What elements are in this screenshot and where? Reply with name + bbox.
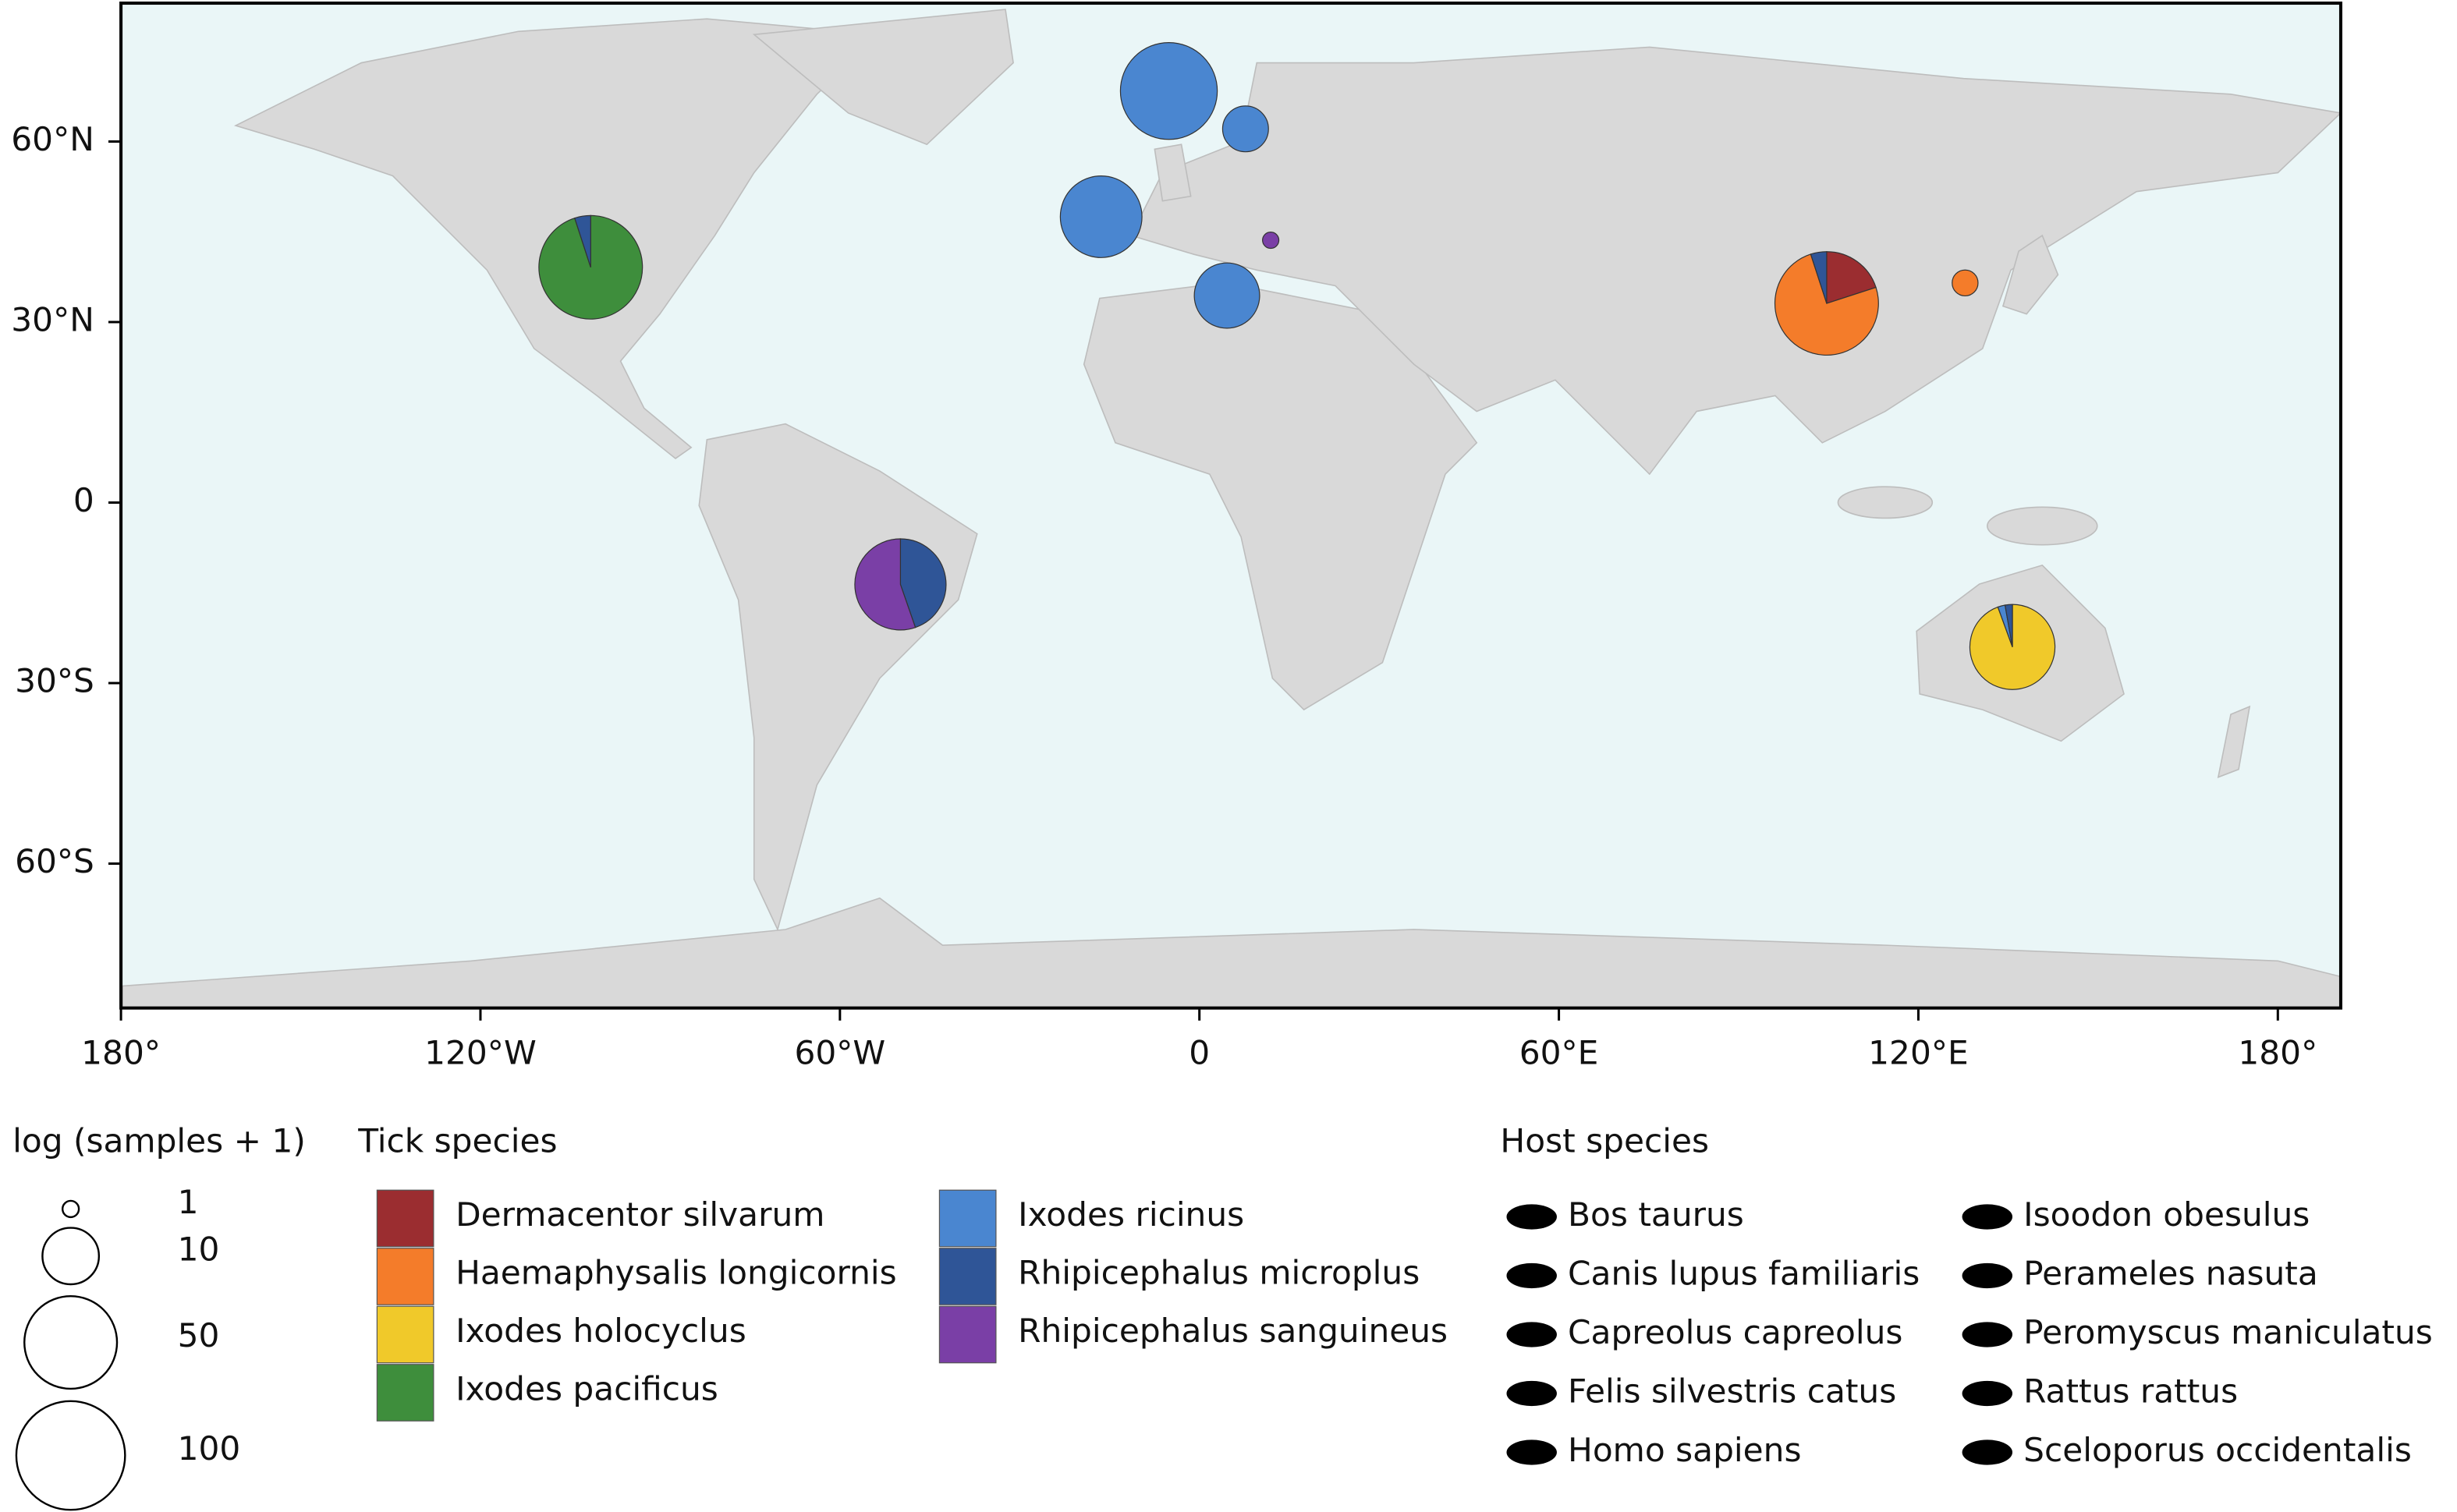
tick-species-name: Rhipicephalus sanguineus	[1018, 1312, 1448, 1350]
host-icon	[1962, 1322, 2013, 1347]
host-species-name: Felis silvestris catus	[1568, 1372, 1896, 1410]
tick-species-swatch	[938, 1189, 997, 1248]
tick-species-swatch	[376, 1189, 434, 1248]
map-frame	[119, 2, 2342, 1010]
new-zealand	[2217, 705, 2251, 778]
host-species-name: Rattus rattus	[2023, 1372, 2238, 1410]
indonesia	[1837, 486, 1934, 519]
tick-legend-title: Tick species	[357, 1121, 557, 1160]
antarctica	[122, 897, 2341, 1008]
host-icon	[1506, 1439, 1557, 1465]
marks: 180° 120°W 60°W 0 60°E 120°E 180° 60°N 30°N 0 30°S…	[11, 42, 2433, 1511]
host-species-name: Peromyscus maniculatus	[2023, 1313, 2433, 1351]
host-species-name: Isoodon obesulus	[2023, 1195, 2310, 1234]
y-tick-label: 60°S	[15, 842, 94, 880]
size-legend-label: 100	[178, 1429, 241, 1468]
tick-species-name: Haemaphysalis longicornis	[456, 1253, 897, 1291]
tick-species-name: Rhipicephalus microplus	[1018, 1253, 1420, 1291]
x-tick-label: 120°W	[424, 1034, 537, 1072]
size-legend-circle	[41, 1227, 101, 1286]
host-icon	[1962, 1439, 2013, 1465]
pie-slice	[1193, 262, 1260, 329]
tick-species-swatch	[938, 1248, 997, 1305]
size-legend-circle	[23, 1294, 119, 1390]
new-guinea	[1986, 506, 2098, 546]
tick-species-swatch	[376, 1364, 434, 1422]
pie-slice	[574, 214, 591, 267]
x-tick-label: 60°W	[794, 1034, 885, 1072]
size-legend-title: log (samples + 1)	[12, 1121, 306, 1160]
y-tick-label: 30°N	[11, 301, 94, 339]
host-icon	[1506, 1322, 1557, 1347]
size-legend-circle	[15, 1400, 126, 1511]
pie-slice	[1221, 105, 1269, 153]
x-tick-label: 180°	[2238, 1034, 2317, 1072]
tick-species-swatch	[938, 1305, 997, 1364]
pie-slice	[1774, 253, 1879, 356]
tick-species-swatch	[376, 1248, 434, 1305]
pie-slice	[1810, 251, 1828, 304]
size-legend-circle	[61, 1199, 80, 1219]
size-legend-label: 1	[178, 1183, 199, 1221]
host-icon	[1962, 1380, 2013, 1407]
land	[122, 9, 2341, 1008]
uk	[1154, 143, 1192, 202]
host-icon	[1506, 1204, 1557, 1230]
x-tick-label: 120°E	[1868, 1034, 1969, 1072]
pie-slice	[1059, 175, 1143, 258]
tick-species-name: Dermacentor silvarum	[456, 1195, 824, 1234]
host-icon	[1962, 1204, 2013, 1230]
pie-slice	[1826, 251, 1877, 304]
pie-slice	[1119, 42, 1218, 140]
greenland	[752, 9, 1014, 146]
tick-species-swatch	[376, 1305, 434, 1364]
host-species-name: Sceloporus occidentalis	[2023, 1431, 2412, 1469]
pie-slice	[2004, 604, 2013, 647]
japan	[2001, 234, 2059, 315]
host-legend-title: Host species	[1500, 1121, 1709, 1160]
host-icon	[1962, 1262, 2013, 1289]
y-tick-label: 60°N	[11, 120, 94, 158]
x-tick-label: 180°	[81, 1034, 161, 1072]
pie-slice	[899, 538, 947, 629]
size-legend-label: 10	[178, 1230, 220, 1268]
tick-species-name: Ixodes holocyclus	[456, 1312, 746, 1350]
host-species-name: Homo sapiens	[1568, 1431, 1801, 1469]
host-icon	[1506, 1262, 1557, 1289]
eurasia	[1129, 46, 2341, 476]
pie-slice	[1262, 231, 1280, 250]
size-legend-label: 50	[178, 1316, 220, 1354]
host-species-name: Canis lupus familiaris	[1568, 1254, 1920, 1292]
host-species-name: Bos taurus	[1568, 1195, 1744, 1234]
x-tick-label: 0	[1189, 1034, 1210, 1072]
pie-slice	[1952, 269, 1979, 297]
tick-species-name: Ixodes pacificus	[456, 1369, 718, 1408]
x-tick-label: 60°E	[1519, 1034, 1599, 1072]
host-icon	[1506, 1380, 1557, 1407]
y-tick-label: 0	[73, 481, 94, 519]
host-species-name: Capreolus capreolus	[1568, 1313, 1902, 1351]
tick-species-name: Ixodes ricinus	[1018, 1195, 1244, 1234]
y-tick-label: 30°S	[15, 661, 94, 699]
pie-slice	[854, 538, 916, 631]
host-species-name: Perameles nasuta	[2023, 1254, 2318, 1292]
